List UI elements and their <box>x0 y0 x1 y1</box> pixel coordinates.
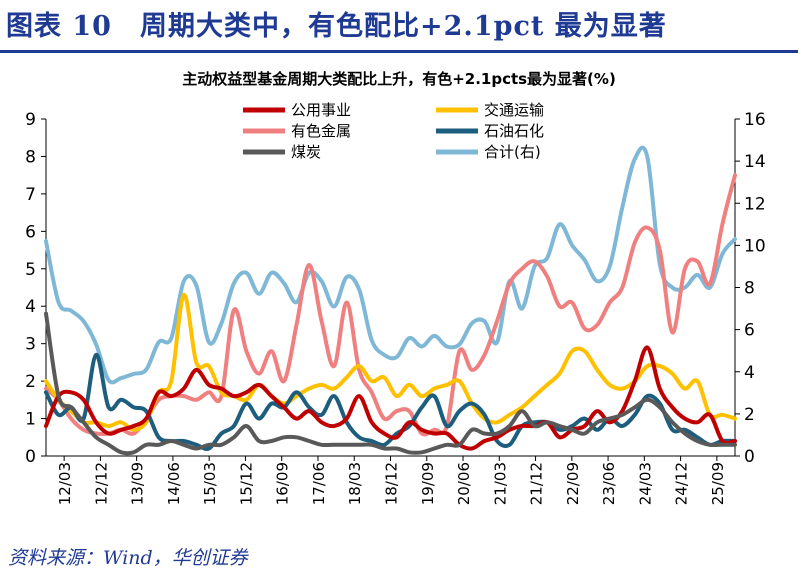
series-line-3 <box>44 352 737 451</box>
y-tick-label-left: 7 <box>25 185 36 205</box>
source-note: 资料来源：Wind，华创证券 <box>8 547 248 569</box>
x-tick-label: 21/12 <box>528 462 546 505</box>
y-tick-label-right: 4 <box>744 363 755 383</box>
x-tick-label: 20/06 <box>455 462 473 505</box>
x-tick-label: 21/03 <box>491 462 509 505</box>
y-tick-label-left: 8 <box>25 147 36 167</box>
legend-label: 公用事业 <box>291 101 351 119</box>
y-tick-label-right: 14 <box>744 152 766 172</box>
y-tick-label-left: 5 <box>25 260 36 280</box>
y-tick-label-left: 0 <box>25 447 36 467</box>
y-tick-label-right: 2 <box>744 405 755 425</box>
y-tick-label-right: 10 <box>744 236 766 256</box>
legend-label: 有色金属 <box>291 122 351 140</box>
legend-label: 煤炭 <box>291 143 321 161</box>
y-tick-label-right: 8 <box>744 279 755 299</box>
x-tick-label: 16/09 <box>274 462 292 505</box>
series-line-2 <box>44 173 737 437</box>
series-line-5 <box>44 145 737 385</box>
y-tick-label-left: 2 <box>25 372 36 392</box>
legend-label: 交通运输 <box>484 101 544 119</box>
x-tick-label: 24/12 <box>673 462 691 505</box>
x-tick-label: 12/12 <box>92 462 110 505</box>
chart-title: 主动权益型基金周期大类配比上升，有色+2.1pcts最为显著(%) <box>182 70 616 88</box>
x-tick-label: 24/03 <box>636 462 654 505</box>
x-tick-label: 12/03 <box>56 462 74 505</box>
x-tick-label: 15/03 <box>201 462 219 505</box>
legend-label: 合计(右) <box>484 143 541 161</box>
x-tick-label: 14/06 <box>165 462 183 505</box>
y-tick-label-left: 1 <box>25 410 36 430</box>
x-tick-label: 18/12 <box>383 462 401 505</box>
y-tick-label-left: 4 <box>25 297 36 317</box>
x-tick-label: 19/09 <box>419 462 437 505</box>
series-line-0 <box>44 345 737 451</box>
series-lines <box>44 145 737 456</box>
x-tick-label: 22/09 <box>564 462 582 505</box>
y-tick-label-left: 3 <box>25 335 36 355</box>
x-tick-label: 25/09 <box>709 462 727 505</box>
y-tick-label-left: 9 <box>25 110 36 130</box>
y-tick-label-right: 16 <box>744 110 766 130</box>
title-rule <box>0 50 798 53</box>
y-tick-label-right: 6 <box>744 321 755 341</box>
x-tick-label: 15/12 <box>237 462 255 505</box>
y-tick-label-left: 6 <box>25 222 36 242</box>
x-tick-label: 18/03 <box>346 462 364 505</box>
x-tick-label: 13/09 <box>129 462 147 505</box>
line-chart: 主动权益型基金周期大类配比上升，有色+2.1pcts最为显著(%) 012345… <box>25 70 765 505</box>
figure-title: 图表 10 周期大类中，有色配比+2.1pct 最为显著 <box>6 11 667 42</box>
x-tick-label: 23/06 <box>600 462 618 505</box>
y-tick-label-right: 12 <box>744 194 766 214</box>
legend-label: 石油石化 <box>484 122 544 140</box>
x-tick-label: 17/06 <box>310 462 328 505</box>
series-line-4 <box>44 311 737 456</box>
y-tick-label-right: 0 <box>744 447 755 467</box>
